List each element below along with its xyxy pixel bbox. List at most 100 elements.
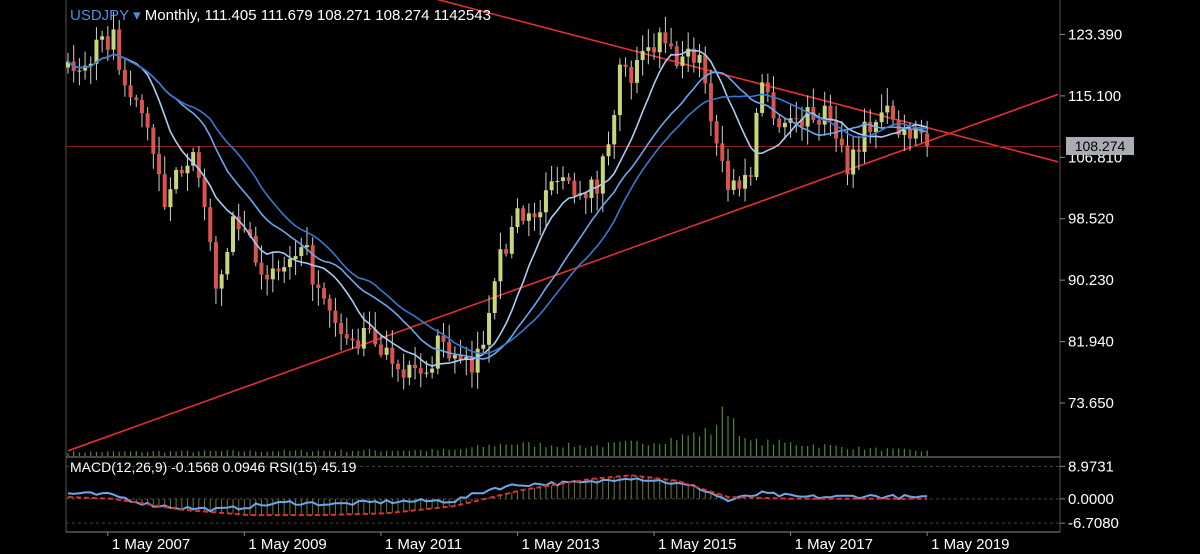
macd-panel: 8.9731 0.0000 -6.7080 (66, 458, 1119, 532)
candle-body (623, 64, 628, 67)
y-tick-label: 90.230 (1068, 272, 1114, 289)
candle-body (122, 69, 127, 86)
chart-header: USDJPY ▾ Monthly, 111.405 111.679 108.27… (70, 6, 491, 24)
x-tick-label: 1 May 2019 (931, 536, 1009, 553)
candle-body (532, 213, 537, 218)
y-tick-label: 115.100 (1068, 88, 1121, 105)
candle-body (566, 177, 571, 181)
x-tick-label: 1 May 2011 (385, 536, 462, 553)
ma-line-20 (67, 53, 928, 360)
candle-body (316, 284, 321, 289)
volume-bars (67, 406, 928, 456)
candle-body (88, 63, 93, 66)
candle-body (697, 54, 702, 63)
candle-body (282, 267, 287, 272)
ohlcv-readout: 111.405 111.679 108.271 108.274 1142543 (204, 7, 491, 24)
candle-body (390, 347, 395, 364)
symbol-label[interactable]: USDJPY (70, 7, 129, 24)
x-tick-label: 1 May 2017 (795, 536, 873, 553)
candle-body (617, 64, 622, 116)
ma-line-26 (67, 53, 928, 355)
candle-body (373, 329, 378, 345)
x-tick-label: 1 May 2007 (112, 536, 190, 553)
indicator-label: MACD(12,26,9) -0.1568 0.0946 RSI(15) 45.… (70, 459, 357, 475)
candle-body (111, 29, 116, 50)
indicator-header: MACD(12,26,9) -0.1568 0.0946 RSI(15) 45.… (70, 459, 356, 475)
candle-body (458, 355, 463, 360)
candle-body (634, 60, 639, 83)
candle-body (225, 252, 230, 275)
candle-body (66, 61, 70, 68)
candle-body (236, 216, 241, 230)
candle-body (481, 344, 486, 349)
candle-body (731, 180, 736, 190)
x-tick-label: 1 May 2015 (658, 536, 736, 553)
candle-body (430, 368, 435, 373)
macd-signal-line (67, 474, 928, 517)
candle-body (202, 177, 207, 208)
candle-body (361, 327, 366, 349)
y-tick-label: 73.650 (1068, 395, 1114, 412)
candle-body (561, 177, 565, 182)
candle-body (572, 180, 577, 196)
candle-body (538, 212, 543, 218)
candle-body (629, 66, 634, 83)
candle-body (322, 288, 327, 299)
candle-body (356, 340, 361, 349)
candle-body (737, 180, 742, 189)
x-tick-label: 1 May 2009 (248, 536, 326, 553)
candle-body (583, 193, 588, 199)
y-tick-label: 81.940 (1068, 334, 1114, 351)
candlesticks (66, 11, 930, 390)
candle-body (162, 174, 167, 208)
candle-body (327, 298, 332, 311)
candle-body (856, 149, 861, 152)
candle-body (475, 348, 480, 373)
candle-body (777, 118, 782, 128)
candle-body (845, 145, 850, 175)
candle-body (367, 327, 372, 330)
candle-body (208, 207, 213, 243)
candle-body (384, 347, 389, 355)
candle-body (487, 312, 492, 345)
candle-body (868, 121, 873, 133)
candle-body (521, 208, 526, 221)
candle-body (839, 138, 844, 146)
candle-body (94, 39, 99, 64)
candle-body (765, 82, 770, 93)
candle-body (185, 165, 190, 174)
candle-body (612, 115, 617, 145)
candle-body (128, 85, 133, 98)
candle-body (504, 249, 509, 254)
candle-body (555, 181, 560, 183)
chevron-down-icon[interactable]: ▾ (133, 7, 141, 24)
candle-body (145, 113, 150, 128)
candle-body (287, 259, 292, 268)
candle-body (117, 29, 122, 70)
candle-body (902, 129, 907, 135)
candle-body (885, 105, 890, 113)
candle-body (83, 65, 88, 71)
candle-body (834, 121, 839, 139)
candle-body (259, 262, 264, 275)
candle-body (509, 227, 514, 254)
candle-body (817, 120, 822, 125)
candle-body (691, 48, 696, 63)
candle-body (447, 342, 452, 359)
candle-body (253, 235, 258, 263)
candle-body (526, 213, 531, 221)
candle-body (469, 357, 474, 373)
candle-body (891, 105, 895, 120)
candle-body (799, 119, 804, 127)
y-tick-label: 123.390 (1068, 26, 1122, 43)
candle-body (413, 364, 418, 369)
candle-body (407, 364, 412, 378)
trendlines (66, 0, 1060, 452)
candle-body (714, 121, 719, 144)
candle-body (663, 32, 668, 44)
candle-body (515, 208, 520, 228)
timeframe-label[interactable]: Monthly, (144, 7, 201, 24)
candle-body (231, 216, 235, 253)
candle-body (441, 335, 446, 343)
symbol-selector[interactable]: USDJPY ▾ (70, 7, 145, 24)
